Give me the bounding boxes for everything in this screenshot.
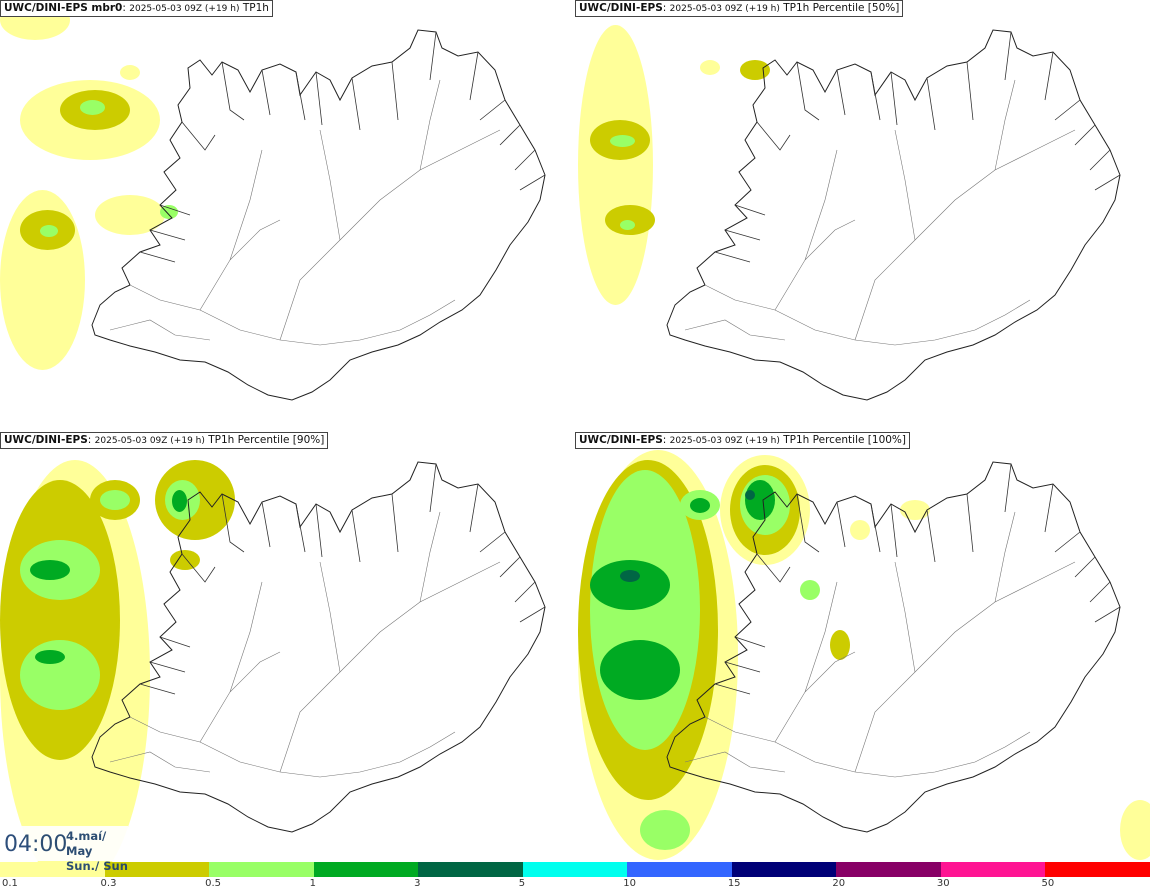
legend-tick-label: 0.3	[100, 878, 117, 889]
iceland-coastline	[666, 461, 1121, 833]
valid-day-label: Sun./ Sun	[66, 859, 128, 873]
legend-swatch	[627, 862, 733, 877]
valid-date-label: 4.maí/ May	[66, 829, 107, 858]
parameter-name: TP1h Percentile [90%]	[208, 434, 325, 446]
panel-title: UWC/DINI-EPS: 2025-05-03 09Z (+19 h) TP1…	[575, 0, 904, 17]
iceland-coastline	[91, 461, 546, 833]
valid-date: 4.maí/ May Sun./ Sun	[66, 829, 128, 874]
precip-area	[800, 580, 820, 600]
model-name: UWC/DINI-EPS mbr0	[4, 2, 123, 14]
precip-area	[600, 640, 680, 700]
precip-area	[690, 498, 710, 513]
fjord-lines	[139, 31, 546, 263]
road-network	[684, 511, 1076, 778]
panel-title: UWC/DINI-EPS mbr0: 2025-05-03 09Z (+19 h…	[0, 0, 273, 17]
precipitation-map	[578, 450, 1150, 860]
valid-time: 04:00	[4, 832, 68, 857]
precip-area	[40, 225, 58, 237]
precip-area	[20, 640, 100, 710]
precip-area	[160, 205, 178, 219]
legend-swatch	[836, 862, 942, 877]
model-name: UWC/DINI-EPS	[579, 2, 663, 14]
precip-area	[740, 60, 770, 80]
precip-area	[745, 480, 775, 520]
legend-tick-label: 0.1	[2, 878, 18, 889]
legend-tick-label: 3	[414, 878, 421, 889]
model-name: UWC/DINI-EPS	[579, 434, 663, 446]
legend-tick-label: 20	[832, 878, 846, 889]
run-time: 2025-05-03 09Z (+19 h)	[669, 436, 780, 446]
legend-tick-label: 30	[936, 878, 950, 889]
legend-swatch	[940, 862, 1047, 877]
precip-area	[900, 500, 930, 520]
precip-area	[620, 570, 640, 582]
precip-area	[1120, 800, 1150, 860]
fjord-lines	[139, 463, 546, 695]
precip-area	[620, 220, 635, 230]
legend-tick-label: 15	[727, 878, 741, 889]
precipitation-colorbar: 0.1 0.3 0.5 1 3 5 10 15 20 30 50	[0, 862, 1150, 891]
panel-title: UWC/DINI-EPS: 2025-05-03 09Z (+19 h) TP1…	[575, 432, 911, 449]
legend-tick-label: 0.5	[205, 878, 221, 889]
road-network	[109, 511, 501, 778]
precip-area	[640, 810, 690, 850]
legend-swatch	[313, 862, 420, 877]
valid-time-box: 04:00 4.maí/ May Sun./ Sun	[0, 826, 128, 873]
map-panel-3: UWC/DINI-EPS: 2025-05-03 09Z (+19 h) TP1…	[0, 432, 575, 862]
map-panel-1: UWC/DINI-EPS mbr0: 2025-05-03 09Z (+19 h…	[0, 0, 575, 430]
iceland-coastline	[666, 29, 1121, 401]
model-name: UWC/DINI-EPS	[4, 434, 88, 446]
legend-tick-label: 10	[623, 878, 636, 889]
iceland-coastline	[91, 29, 546, 401]
precip-area	[95, 195, 165, 235]
fjord-lines	[714, 463, 1121, 695]
precip-area	[30, 560, 70, 580]
precip-area	[605, 205, 655, 235]
fjord-lines	[714, 31, 1121, 263]
precip-area	[578, 25, 653, 305]
precip-area	[0, 480, 120, 760]
parameter-name: TP1h	[242, 2, 269, 14]
precipitation-map	[0, 460, 546, 862]
precip-area	[590, 560, 670, 610]
run-time: 2025-05-03 09Z (+19 h)	[94, 436, 205, 446]
legend-swatch	[522, 862, 629, 877]
precip-area	[120, 65, 140, 80]
legend-tick-label: 1	[309, 878, 316, 889]
legend-swatch	[104, 862, 211, 877]
panel-title: UWC/DINI-EPS: 2025-05-03 09Z (+19 h) TP1…	[0, 432, 329, 449]
precip-area	[610, 135, 635, 147]
precip-area	[700, 60, 720, 75]
parameter-name: TP1h Percentile [50%]	[783, 2, 900, 14]
road-network	[109, 79, 501, 346]
road-network	[684, 79, 1076, 346]
run-time: 2025-05-03 09Z (+19 h)	[669, 4, 780, 14]
precip-area	[850, 520, 870, 540]
precip-area	[172, 490, 187, 512]
parameter-name: TP1h Percentile [100%]	[783, 434, 907, 446]
map-panel-2: UWC/DINI-EPS: 2025-05-03 09Z (+19 h) TP1…	[575, 0, 1150, 430]
precip-area	[80, 100, 105, 115]
precipitation-map	[578, 25, 1121, 401]
legend-swatch	[731, 862, 838, 877]
precip-area	[170, 550, 200, 570]
run-time: 2025-05-03 09Z (+19 h)	[129, 4, 240, 14]
legend-tick-label: 5	[518, 878, 526, 889]
precip-area	[100, 490, 130, 510]
legend-swatch	[209, 862, 315, 877]
precip-area	[830, 630, 850, 660]
precip-area	[745, 490, 755, 500]
legend-tick-label: 50	[1041, 878, 1055, 889]
legend-swatch	[1045, 862, 1150, 877]
map-panel-4: UWC/DINI-EPS: 2025-05-03 09Z (+19 h) TP1…	[575, 432, 1150, 862]
legend-swatch	[0, 862, 106, 877]
precipitation-map	[0, 0, 546, 401]
legend-swatch	[418, 862, 524, 877]
precip-area	[35, 650, 65, 664]
